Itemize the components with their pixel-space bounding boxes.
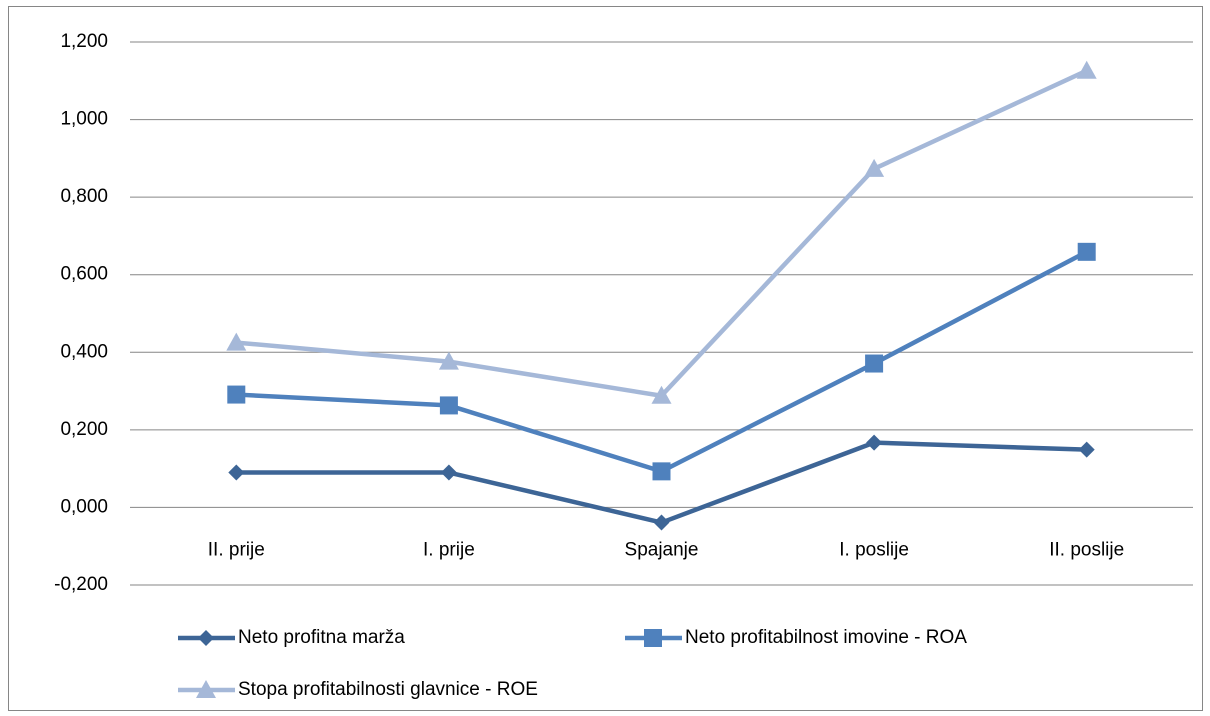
y-tick-label: 0,000 [60,496,108,517]
data-point [1078,441,1095,458]
legend-marker [198,630,214,646]
chart-border [8,6,1203,711]
y-tick-label: 1,200 [60,31,108,52]
legend-marker [644,629,662,647]
data-point [1077,242,1096,261]
x-tick-label: I. prije [423,539,475,560]
data-point [439,396,458,415]
data-point [865,354,884,373]
data-point [1076,60,1097,79]
legend-label: Neto profitabilnost imovine - ROA [685,627,967,648]
y-tick-label: 1,000 [60,109,108,130]
y-tick-label: 0,200 [60,419,108,440]
data-point [440,464,457,481]
data-point [438,351,459,370]
data-point [228,464,245,481]
data-point [226,332,247,351]
legend-label: Neto profitna marža [238,627,405,648]
y-tick-label: -0,200 [54,574,108,595]
x-tick-label: Spajanje [625,539,699,560]
data-point [864,158,885,177]
y-tick-label: 0,600 [60,264,108,285]
x-tick-label: I. poslije [839,539,909,560]
data-point [652,462,671,481]
data-point [651,385,672,404]
data-point [866,434,883,451]
y-tick-label: 0,800 [60,186,108,207]
legend-marker [196,680,216,698]
x-tick-label: II. poslije [1049,539,1124,560]
data-point [227,385,246,404]
y-tick-label: 0,400 [60,341,108,362]
x-tick-label: II. prije [208,539,265,560]
legend-label: Stopa profitabilnosti glavnice - ROE [238,679,538,700]
data-point [653,514,670,531]
